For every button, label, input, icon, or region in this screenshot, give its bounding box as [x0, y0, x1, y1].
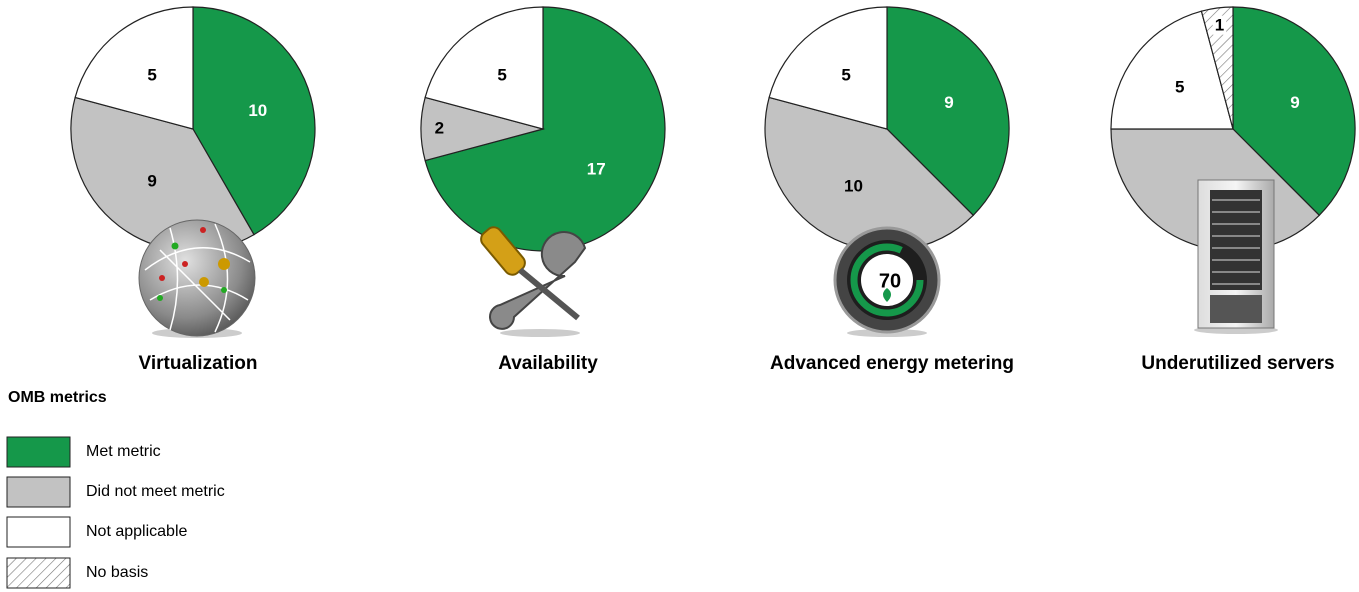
slice-label: 2 [435, 118, 444, 137]
thermostat-icon: 70 [833, 226, 941, 337]
globe-icon [138, 219, 256, 338]
pie-slice [1232, 6, 1356, 217]
pie-slice [1110, 10, 1234, 130]
pie-slice [1200, 6, 1234, 130]
legend-label: Did not meet metric [86, 483, 225, 500]
legend-label: Not applicable [86, 523, 188, 540]
pies: 1095172591059951 [70, 6, 1356, 252]
slice-label: 9 [147, 172, 156, 191]
legend-swatch [6, 516, 71, 548]
pie-title: Virtualization [139, 353, 258, 374]
pie-title: Underutilized servers [1141, 353, 1334, 374]
pie-slice [192, 6, 316, 236]
slice-label: 1 [1215, 16, 1224, 35]
legend: Met metric Did not meet metric Not applica… [6, 436, 225, 589]
slice-label: 5 [497, 65, 506, 84]
tools-icon [480, 226, 587, 337]
legend-swatch [6, 557, 71, 589]
slice-label: 5 [147, 65, 156, 84]
slice-label: 9 [1290, 93, 1299, 112]
legend-label: No basis [86, 564, 148, 581]
legend-swatch [6, 436, 71, 468]
slice-label: 5 [841, 65, 850, 84]
slice-label: 10 [844, 177, 863, 196]
legend-swatch [6, 476, 71, 508]
pie-slice [424, 6, 544, 130]
server-icon [1194, 179, 1278, 334]
pie-slice [886, 6, 1010, 217]
slice-label: 17 [587, 159, 606, 178]
pie-slice [74, 6, 194, 130]
thermostat-reading: 70 [879, 270, 901, 292]
label-background [1212, 15, 1227, 35]
pie-title: Advanced energy metering [770, 353, 1014, 374]
pie-slice [764, 96, 975, 252]
pie-slice [768, 6, 888, 130]
slice-label: 10 [248, 101, 267, 120]
slice-label: 9 [944, 93, 953, 112]
legend-title: OMB metrics [8, 389, 107, 406]
legend-label: Met metric [86, 443, 161, 460]
pie-title: Availability [498, 353, 598, 374]
slice-label: 5 [1175, 78, 1184, 97]
